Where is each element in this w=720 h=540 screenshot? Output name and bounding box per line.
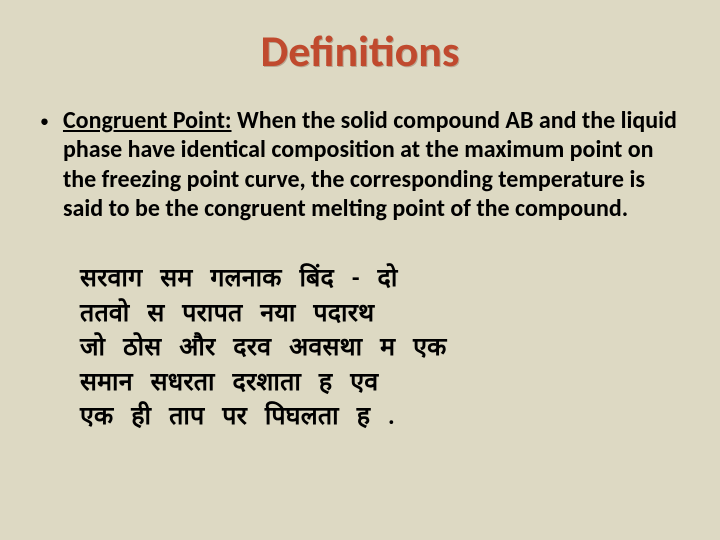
- bullet-icon: •: [40, 112, 49, 130]
- definition-term: Congruent Point:: [63, 106, 232, 135]
- definition-block: • Congruent Point: When the solid compou…: [40, 106, 682, 223]
- hindi-line-4: समान सधरता दरशाता ह एव: [80, 365, 682, 400]
- hindi-line-5: एक ही ताप पर पिघलता ह .: [80, 399, 682, 434]
- slide-title: Definitions: [38, 24, 682, 78]
- hindi-line-1: सरवाग सम गलनाक बिंद - दो: [80, 261, 682, 296]
- hindi-line-2: ततवो स परापत नया पदारथ: [80, 296, 682, 331]
- hindi-text: सरवाग सम गलनाक बिंद - दो ततवो स परापत नय…: [80, 261, 682, 434]
- hindi-line-3: जो ठोस और दरव अवसथा म एक: [80, 330, 682, 365]
- definition-text: Congruent Point: When the solid compound…: [63, 106, 682, 223]
